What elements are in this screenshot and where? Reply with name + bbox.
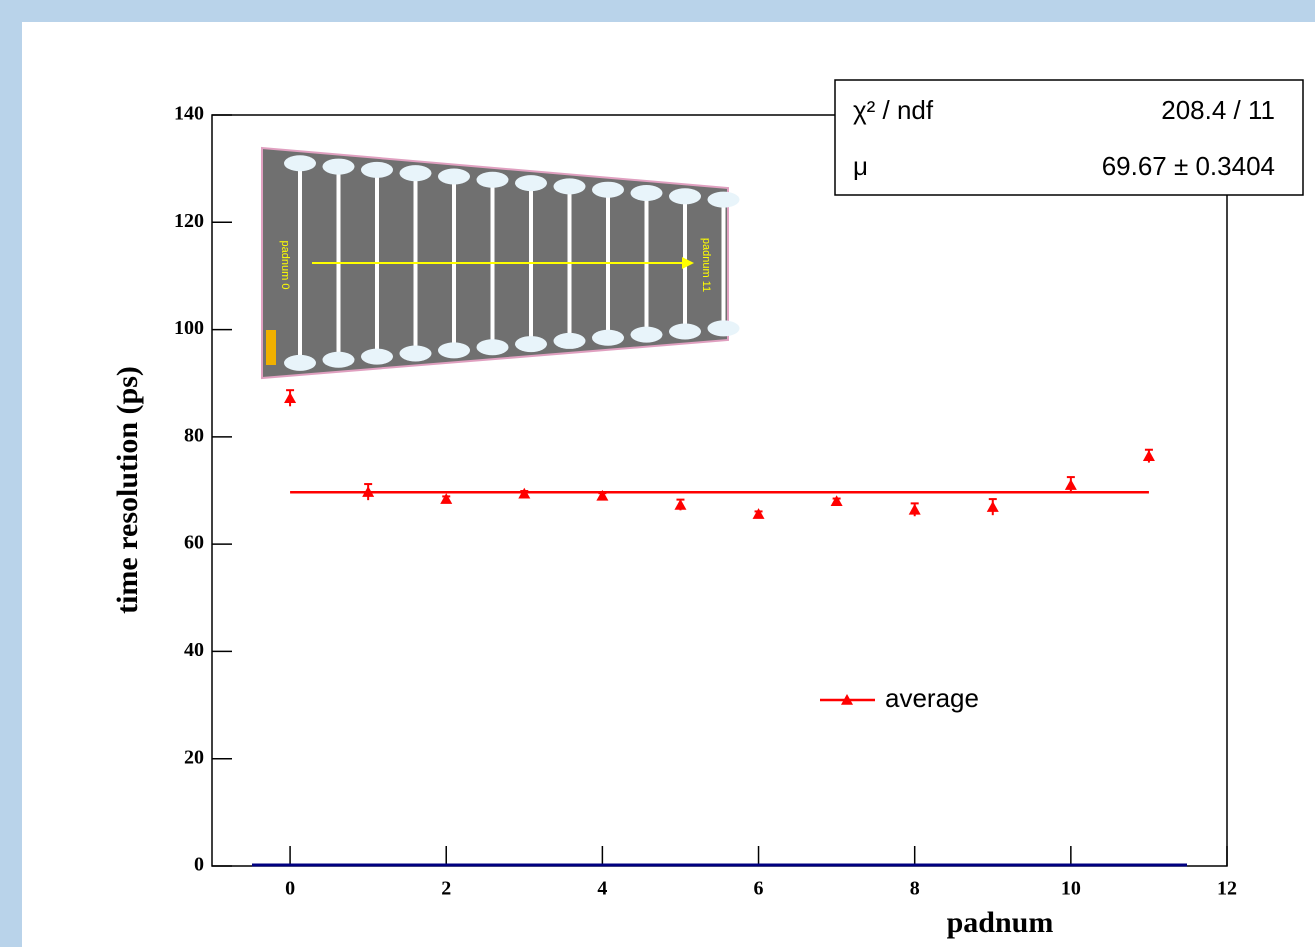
marker xyxy=(674,498,687,510)
x-tick-label: 2 xyxy=(441,878,451,900)
y-tick-label: 120 xyxy=(174,210,204,232)
y-tick-label: 60 xyxy=(184,532,204,554)
inset-arrowhead xyxy=(682,257,694,269)
inset-pad xyxy=(630,326,663,343)
inset-pad xyxy=(361,348,393,365)
inset-pad xyxy=(284,155,316,172)
x-tick-label: 10 xyxy=(1061,878,1081,900)
y-tick-label: 0 xyxy=(194,854,204,876)
x-axis-title: padnum xyxy=(947,906,1054,939)
inset-pad xyxy=(592,329,624,346)
inset-marker xyxy=(266,330,276,365)
marker xyxy=(752,508,765,519)
inset-pad xyxy=(476,171,509,188)
inset-pad xyxy=(361,161,393,178)
stats-label: χ² / ndf xyxy=(853,95,934,125)
inset-pad xyxy=(399,165,432,182)
y-tick-label: 140 xyxy=(174,103,204,125)
inset-pad xyxy=(322,351,355,368)
inset-pad xyxy=(592,181,624,198)
y-tick-label: 20 xyxy=(184,746,204,768)
y-axis-title: time resolution (ps) xyxy=(111,366,144,614)
inset-pad xyxy=(707,320,740,337)
marker xyxy=(830,495,843,507)
inset-image: padnum 0 padnum 11 xyxy=(261,146,740,380)
y-tick-label: 100 xyxy=(174,317,204,339)
marker xyxy=(986,501,999,512)
x-tick-label: 12 xyxy=(1217,878,1237,900)
x-tick-label: 8 xyxy=(910,878,920,900)
inset-pad xyxy=(669,188,701,205)
stats-value: 208.4 / 11 xyxy=(1161,95,1275,125)
marker xyxy=(362,486,375,497)
y-tick-label: 40 xyxy=(184,639,204,661)
marker xyxy=(440,493,453,504)
stats-label: μ xyxy=(853,151,868,181)
x-tick-label: 6 xyxy=(754,878,764,900)
inset-pad xyxy=(284,354,316,371)
inset-pad xyxy=(630,185,663,202)
inset-label: padnum 11 xyxy=(700,238,712,292)
marker xyxy=(908,503,921,515)
inset-pad xyxy=(669,323,701,340)
inset-pad xyxy=(476,339,509,356)
marker xyxy=(284,392,297,404)
inset-pad xyxy=(553,332,586,349)
inset-pad xyxy=(707,191,740,208)
inset-pad xyxy=(553,178,586,195)
marker xyxy=(1142,450,1155,461)
inset-label: padnum 0 xyxy=(279,241,291,290)
marker xyxy=(518,487,531,499)
inset-pad xyxy=(399,345,432,362)
legend-marker xyxy=(841,694,853,705)
marker xyxy=(596,489,609,501)
inset-pad xyxy=(438,168,470,185)
legend-label: average xyxy=(885,683,979,713)
y-tick-label: 80 xyxy=(184,424,204,446)
inset-pad xyxy=(322,158,355,175)
inset-pad xyxy=(515,336,547,353)
inset-pad xyxy=(438,342,470,359)
stats-box xyxy=(834,79,1304,196)
x-tick-label: 0 xyxy=(285,878,295,900)
inset-pad xyxy=(515,175,547,192)
x-tick-label: 4 xyxy=(597,878,607,900)
stats-value: 69.67 ± 0.3404 xyxy=(1102,151,1275,181)
marker xyxy=(1064,479,1077,490)
